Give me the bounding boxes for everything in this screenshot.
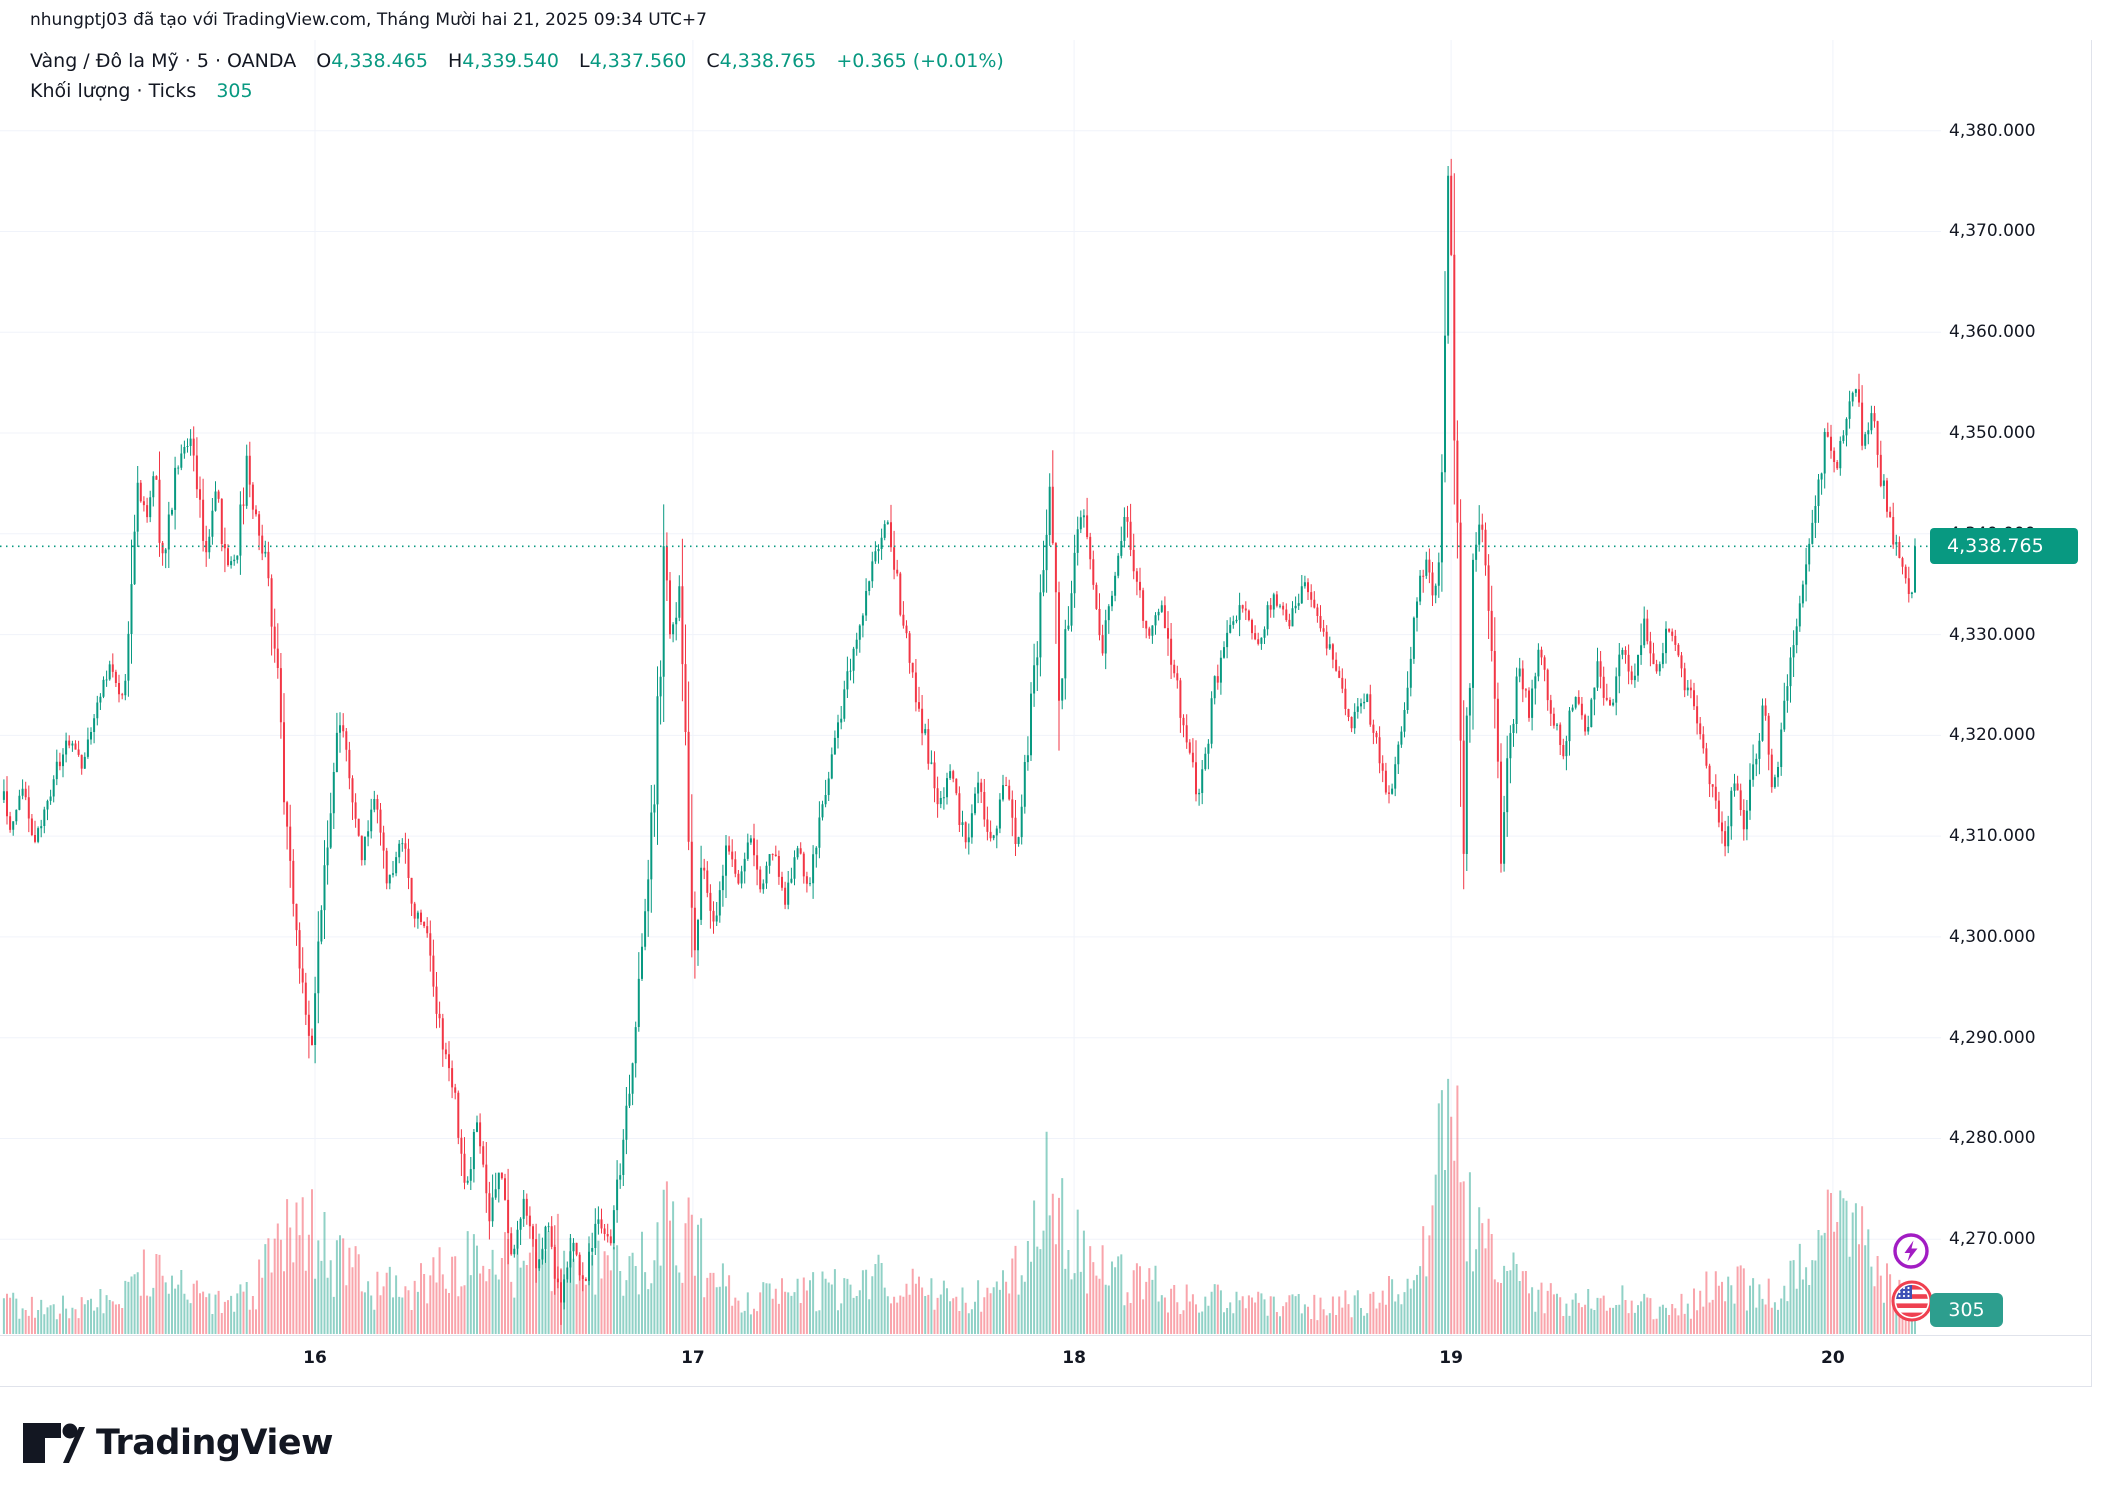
time-axis-label: 16 [303,1348,327,1368]
economic-events-icon[interactable] [1892,1232,1930,1270]
price-axis-label: 4,300.000 [1949,926,2036,947]
ohlc-close-value: 4,338.765 [719,50,817,72]
ohlc-high-value: 4,339.540 [462,50,559,72]
us-flag-icon[interactable] [1891,1280,1933,1322]
price-axis-label: 4,330.000 [1949,624,2036,645]
lightning-bolt-icon [1904,1240,1918,1262]
tradingview-logo-text: TradingView [96,1423,333,1463]
volume-value: 305 [216,80,253,102]
price-axis-label: 4,360.000 [1949,322,2036,343]
time-axis-label: 17 [681,1348,705,1368]
time-axis-border [0,1335,2092,1336]
volume-label[interactable]: Khối lượng · Ticks [30,80,197,102]
attribution-text: nhungptj03 đã tạo với TradingView.com, T… [30,10,707,30]
volume-row: Khối lượng · Ticks 305 [30,80,253,102]
ohlc-high-label: H [447,50,463,72]
price-axis-label: 4,290.000 [1949,1027,2036,1048]
right-border [2091,40,2092,1387]
price-axis-label: 4,270.000 [1949,1229,2036,1250]
ohlc-open-label: O [316,50,332,72]
us-flag-image [1896,1285,1928,1317]
price-axis-label: 4,280.000 [1949,1128,2036,1149]
price-axis-label: 4,320.000 [1949,725,2036,746]
volume-count-badge: 305 [1930,1293,2003,1327]
time-axis-label: 20 [1821,1348,1845,1368]
ohlc-open-value: 4,338.465 [331,50,428,72]
price-axis-label: 4,380.000 [1949,120,2036,141]
price-axis-label: 4,350.000 [1949,423,2036,444]
candlestick-layer [2,158,1916,1325]
time-axis-label: 19 [1439,1348,1463,1368]
price-axis-label: 4,310.000 [1949,826,2036,847]
time-axis-label: 18 [1062,1348,1086,1368]
bottom-border [0,1386,2092,1387]
gridlines [0,40,1941,1335]
ohlc-low-label: L [579,50,590,72]
tradingview-logo[interactable]: TradingView [23,1423,333,1463]
ohlc-low-value: 4,337.560 [589,50,687,72]
price-axis-label: 4,370.000 [1949,221,2036,242]
current-price-badge: 4,338.765 [1930,528,2078,565]
ohlc-close-label: C [706,50,720,72]
symbol-title[interactable]: Vàng / Đô la Mỹ · 5 · OANDA [30,50,297,72]
symbol-row: Vàng / Đô la Mỹ · 5 · OANDA O4,338.465 H… [30,50,1004,72]
volume-layer [2,1078,1916,1334]
tradingview-mark-icon [23,1423,85,1463]
price-change: +0.365 (+0.01%) [836,50,1004,72]
